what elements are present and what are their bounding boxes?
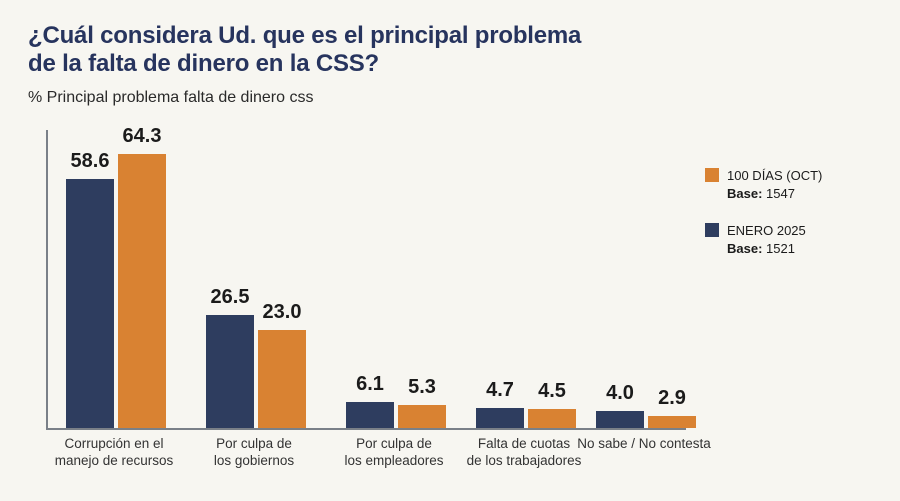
bar: 64.3 [118,154,166,428]
bar-value-label: 5.3 [398,376,446,405]
chart-subtitle: % Principal problema falta de dinero css [28,89,872,107]
title-line2: de la falta de dinero en la CSS? [28,50,379,77]
bar-value-label: 4.7 [476,379,524,408]
title-line1: ¿Cuál considera Ud. que es el principal … [28,22,581,49]
bar-value-label: 4.5 [528,380,576,409]
bar: 4.7 [476,408,524,428]
bar: 2.9 [648,416,696,428]
x-axis-labels: Corrupción en elmanejo de recursosPor cu… [46,432,686,482]
bar-value-label: 64.3 [118,125,166,154]
bar-value-label: 23.0 [258,301,306,330]
legend-item-oct: 100 DÍAS (OCT) Base: 1547 [705,168,870,201]
bar: 6.1 [346,402,394,428]
bar-value-label: 26.5 [206,286,254,315]
bar-value-label: 4.0 [596,382,644,411]
chart-title: ¿Cuál considera Ud. que es el principal … [28,22,872,79]
bar-chart-plot: 58.664.326.523.06.15.34.74.54.02.9 [46,130,686,430]
bar-value-label: 2.9 [648,387,696,416]
x-axis-label: No sabe / No contesta [564,436,724,453]
bar: 26.5 [206,315,254,428]
bar: 23.0 [258,330,306,428]
x-axis-label: Por culpa delos gobiernos [189,436,319,470]
legend-name-oct: 100 DÍAS (OCT) [727,168,822,183]
legend-base-oct: Base: 1547 [727,186,870,201]
x-axis-label: Por culpa delos empleadores [324,436,464,470]
bar-group: 6.15.3 [346,402,446,428]
bar-group: 4.74.5 [476,408,576,428]
bar-value-label: 58.6 [66,150,114,179]
bar: 4.0 [596,411,644,428]
x-axis-label: Corrupción en elmanejo de recursos [34,436,194,470]
legend-swatch-oct [705,168,719,182]
bar-value-label: 6.1 [346,373,394,402]
bar-group: 58.664.3 [66,154,166,428]
legend-base-enero: Base: 1521 [727,241,870,256]
bar: 58.6 [66,179,114,428]
legend-swatch-enero [705,223,719,237]
legend-item-enero: ENERO 2025 Base: 1521 [705,223,870,256]
bar: 5.3 [398,405,446,428]
bar-group: 26.523.0 [206,315,306,428]
bar-group: 4.0 2.9 [596,411,696,428]
chart-legend: 100 DÍAS (OCT) Base: 1547 ENERO 2025 Bas… [705,168,870,278]
legend-name-enero: ENERO 2025 [727,223,806,238]
bar: 4.5 [528,409,576,428]
